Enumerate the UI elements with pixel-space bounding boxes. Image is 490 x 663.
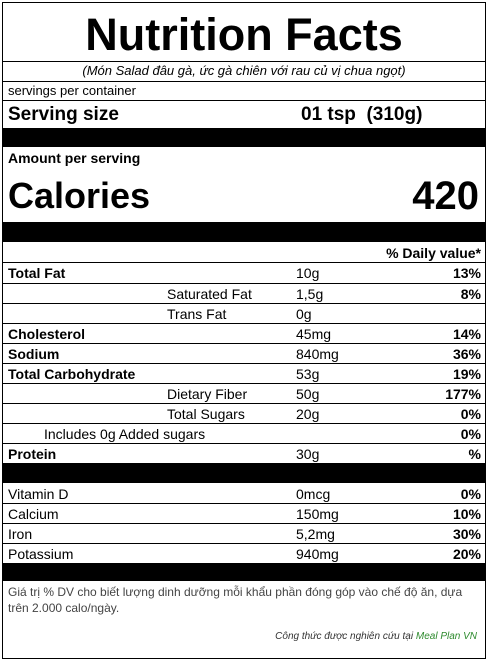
nutrient-name: Total Sugars (167, 406, 245, 422)
vitamin-dv: 10% (452, 506, 481, 522)
nutrient-dv: 19% (452, 366, 481, 382)
nutrient-amount: 840mg (296, 346, 339, 362)
vitamin-dv: 0% (460, 486, 481, 502)
divider (3, 61, 485, 62)
divider (3, 81, 485, 82)
nutrient-amount: 30g (296, 446, 320, 462)
nutrient-name: Trans Fat (167, 306, 227, 322)
nutrient-dv: 0% (460, 406, 481, 422)
nutrient-amount: 1,5g (296, 286, 324, 302)
vitamin-row: Calcium 150mg 10% (3, 504, 485, 524)
nutrient-row: Trans Fat 0g (3, 304, 485, 324)
divider (3, 543, 485, 544)
vitamin-amount: 0mcg (296, 486, 331, 502)
vitamin-dv: 30% (452, 526, 481, 542)
dish-name: (Món Salad đâu gà, ức gà chiên với rau c… (82, 63, 406, 78)
divider (3, 503, 485, 504)
nutrient-name: Total Fat (8, 265, 66, 281)
nutrient-row: Sodium 840mg 36% (3, 344, 485, 364)
divider (3, 403, 485, 404)
nutrient-amount: 50g (296, 386, 320, 402)
nutrient-name: Cholesterol (8, 326, 86, 342)
divider (3, 100, 485, 101)
amount-per-serving: Amount per serving (8, 150, 141, 166)
nutrient-amount: 20g (296, 406, 320, 422)
servings-per-container: servings per container (8, 83, 136, 98)
vitamin-dv: 20% (452, 546, 481, 562)
divider (3, 343, 485, 344)
divider (3, 383, 485, 384)
nutrient-name: Dietary Fiber (167, 386, 248, 402)
serving-size-label: Serving size (8, 104, 119, 125)
nutrient-name: Sodium (8, 346, 60, 362)
calories-label: Calories (8, 175, 151, 216)
nutrient-row: Total Carbohydrate 53g 19% (3, 364, 485, 384)
nutrient-dv: 14% (452, 326, 481, 342)
divider (3, 283, 485, 284)
credit-text: Công thức được nghiên cứu tại (275, 631, 414, 642)
nutrient-amount: 10g (296, 265, 320, 281)
thick-divider (3, 128, 485, 147)
nutrient-dv: % (468, 446, 481, 462)
nutrient-dv: 8% (460, 286, 481, 302)
serving-size-value: 01 tsp (310g) (301, 104, 423, 125)
divider (3, 363, 485, 364)
nutrient-row: Total Fat 10g 13% (3, 263, 485, 283)
nutrient-dv: 13% (452, 265, 481, 281)
vitamin-row: Potassium 940mg 20% (3, 544, 485, 564)
thick-divider (3, 222, 485, 242)
divider (3, 262, 485, 263)
credit-line: Công thức được nghiên cứu tại Meal Plan … (275, 630, 477, 644)
calories-value: 420 (412, 174, 479, 218)
vitamin-name: Calcium (8, 506, 59, 522)
vitamin-name: Iron (8, 526, 33, 542)
vitamin-amount: 5,2mg (296, 526, 335, 542)
footnote: Giá trị % DV cho biết lượng dinh dưỡng m… (8, 585, 463, 615)
daily-value-header: % Daily value* (386, 245, 481, 261)
divider (3, 523, 485, 524)
vitamin-amount: 940mg (296, 546, 339, 562)
vitamin-name: Potassium (8, 546, 74, 562)
nutrient-name: Includes 0g Added sugars (44, 426, 206, 442)
nutrient-row: Saturated Fat 1,5g 8% (3, 284, 485, 304)
nutrient-dv: 36% (452, 346, 481, 362)
divider (3, 323, 485, 324)
nutrient-row: Total Sugars 20g 0% (3, 404, 485, 424)
nutrient-dv: 177% (445, 386, 481, 402)
credit-brand-link[interactable]: Meal Plan VN (415, 631, 477, 642)
thick-divider (3, 563, 485, 581)
vitamin-row: Iron 5,2mg 30% (3, 524, 485, 544)
divider (3, 443, 485, 444)
nutrient-name: Total Carbohydrate (8, 366, 136, 382)
nutrient-row: Cholesterol 45mg 14% (3, 324, 485, 344)
nutrient-amount: 53g (296, 366, 320, 382)
nutrient-row: Dietary Fiber 50g 177% (3, 384, 485, 404)
nutrient-name: Protein (8, 446, 57, 462)
nutrient-row: Includes 0g Added sugars 0% (3, 424, 485, 444)
thick-divider (3, 463, 485, 483)
nutrient-dv: 0% (460, 426, 481, 442)
vitamin-amount: 150mg (296, 506, 339, 522)
vitamin-name: Vitamin D (8, 486, 69, 502)
nutrient-amount: 45mg (296, 326, 332, 342)
label-title: Nutrition Facts (85, 9, 403, 60)
nutrient-name: Saturated Fat (167, 286, 252, 302)
divider (3, 423, 485, 424)
nutrient-amount: 0g (296, 306, 312, 322)
nutrient-row: Protein 30g % (3, 444, 485, 464)
nutrition-label: Nutrition Facts (Món Salad đâu gà, ức gà… (2, 2, 486, 659)
vitamin-row: Vitamin D 0mcg 0% (3, 484, 485, 504)
divider (3, 303, 485, 304)
